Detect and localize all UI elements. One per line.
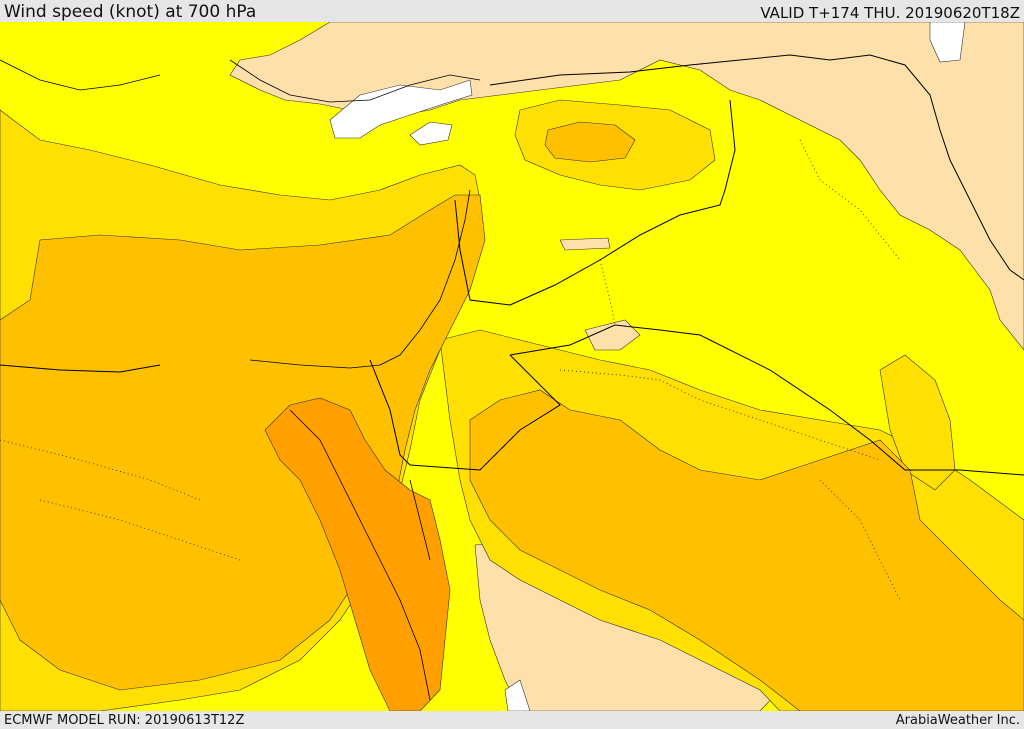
band-orange-core <box>264 397 451 711</box>
band-gold-east <box>469 389 1024 711</box>
province-boundaries <box>0 139 901 601</box>
header-bar <box>0 0 1024 22</box>
band-peach-small-2 <box>584 319 641 351</box>
footer-bar <box>0 711 1024 729</box>
band-white-4 <box>504 679 531 711</box>
model-run-label: ECMWF MODEL RUN: 20190613T12Z <box>4 713 245 728</box>
map-title: Wind speed (knot) at 700 hPa <box>4 2 257 22</box>
band-gold-north <box>544 121 636 163</box>
band-peach-small <box>559 237 611 251</box>
band-white-1 <box>329 79 473 139</box>
wind-speed-map <box>0 22 1024 711</box>
credit-label: ArabiaWeather Inc. <box>895 713 1020 728</box>
band-white-3 <box>929 22 966 63</box>
band-white-2 <box>409 121 453 146</box>
country-borders <box>0 54 1024 476</box>
coastlines <box>0 59 481 701</box>
valid-time: VALID T+174 THU. 20190620T18Z <box>760 4 1020 22</box>
